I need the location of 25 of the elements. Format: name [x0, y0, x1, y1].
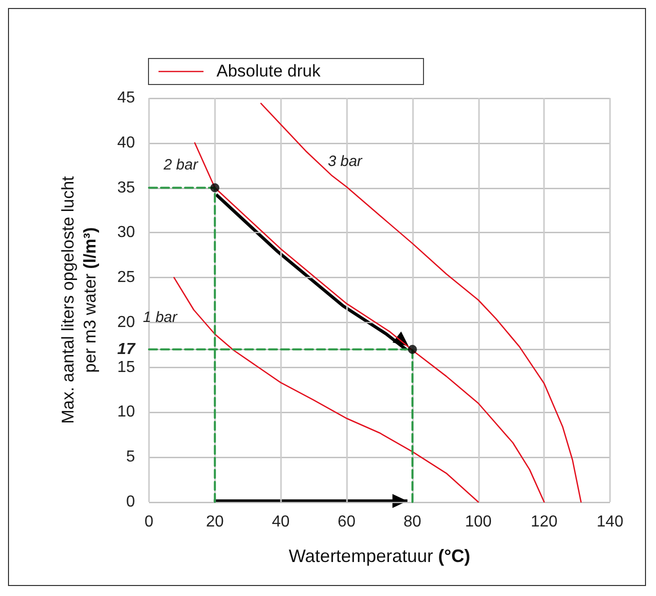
y-tick-label: 20 — [117, 314, 136, 331]
x-tick-label: 80 — [404, 514, 422, 530]
y-tick-label: 35 — [117, 179, 136, 196]
x-axis-title: Watertemperatuur (°C) — [288, 546, 470, 566]
legend-title: Absolute druk — [216, 62, 321, 80]
y-tick-label: 0 — [126, 494, 136, 510]
y-tick-label: 10 — [117, 404, 136, 421]
x-tick-label: 120 — [530, 514, 558, 530]
y-tick-label: 45 — [117, 90, 136, 106]
y-tick-label: 40 — [117, 134, 136, 152]
x-tick-label: 20 — [206, 514, 224, 530]
y-tick-label: 25 — [117, 269, 136, 286]
y-tick-label: 15 — [117, 358, 136, 376]
x-tick-label: 140 — [596, 514, 624, 530]
series-label: 2 bar — [162, 156, 199, 174]
x-tick-label: 60 — [338, 514, 356, 530]
x-tick-label: 100 — [464, 514, 492, 530]
x-tick-label: 40 — [272, 514, 290, 530]
line-series — [260, 102, 582, 503]
y-tick-label: 30 — [117, 224, 136, 242]
y-tick-label: 5 — [126, 448, 136, 466]
series-label: 3 bar — [328, 152, 364, 170]
x-tick-label: 0 — [144, 514, 154, 530]
series-label: 1 bar — [142, 309, 178, 326]
y-tick-label: 17 — [117, 340, 136, 358]
